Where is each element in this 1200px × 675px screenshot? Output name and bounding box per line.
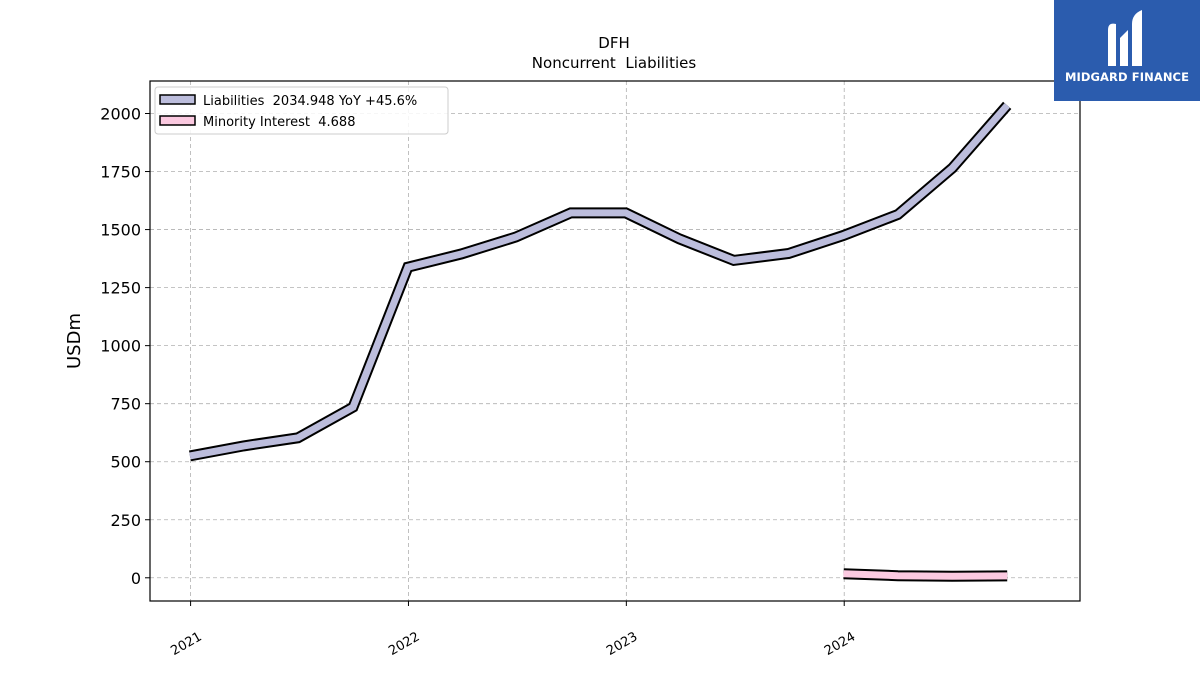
y-tick-label: 1500 (100, 221, 141, 240)
data-point-liabilities (515, 236, 517, 238)
logo-text: MIDGARD FINANCE (1064, 70, 1190, 84)
data-point-liabilities (352, 406, 354, 408)
data-point-liabilities (625, 212, 627, 214)
y-tick-label: 0 (131, 569, 141, 588)
data-point-liabilities (297, 437, 299, 439)
y-tick-label: 750 (110, 395, 141, 414)
brand-logo: MIDGARD FINANCE (1054, 0, 1200, 101)
data-point-liabilities (679, 238, 680, 240)
legend-label-liabilities: Liabilities 2034.948 YoY +45.6% (203, 94, 417, 109)
x-axis: 2021 2022 2023 2024 (168, 601, 858, 659)
data-point-liabilities (407, 266, 409, 268)
data-point-minority-interest (1006, 575, 1008, 577)
series-line-minority-interest (843, 570, 1008, 580)
data-point-liabilities (733, 259, 735, 261)
data-point-liabilities (897, 214, 899, 215)
series-line-liabilities (189, 103, 1010, 460)
x-tick-label: 2023 (604, 629, 640, 659)
y-tick-label: 1000 (100, 337, 141, 356)
legend-swatch-minority-interest (159, 115, 196, 126)
chart-subtitle: Noncurrent Liabilities (532, 54, 697, 72)
grid-lines (150, 81, 1080, 601)
legend: Liabilities 2034.948 YoY +45.6% Minority… (154, 86, 449, 135)
data-point-minority-interest (843, 573, 845, 575)
x-tick-label: 2021 (168, 629, 204, 659)
y-tick-label: 500 (110, 453, 141, 472)
series-layer (188, 101, 1012, 582)
y-tick-label: 250 (110, 511, 141, 530)
y-tick-label: 2000 (100, 105, 141, 124)
legend-swatch-liabilities (159, 94, 196, 105)
y-axis-label: USDm (64, 313, 85, 369)
data-point-liabilities (243, 445, 245, 447)
x-tick-label: 2022 (386, 629, 422, 659)
plot-frame (149, 80, 1081, 602)
y-tick-label: 1750 (100, 163, 141, 182)
x-tick-label: 2024 (822, 629, 858, 659)
data-point-liabilities (189, 455, 191, 457)
data-point-liabilities (788, 253, 790, 254)
data-point-liabilities (461, 253, 463, 255)
data-point-liabilities (951, 167, 953, 169)
data-point-liabilities (570, 212, 572, 214)
data-point-liabilities (843, 234, 845, 236)
data-point-minority-interest (951, 575, 953, 577)
y-axis: 0 250 500 750 1000 1250 1500 1750 2000 (100, 105, 150, 588)
chart-title: DFH (598, 34, 629, 52)
y-tick-label: 1250 (100, 279, 141, 298)
logo-mark-icon (1108, 10, 1142, 67)
legend-label-minority-interest: Minority Interest 4.688 (203, 115, 355, 130)
legend-box (154, 86, 449, 135)
data-point-liabilities (1006, 104, 1008, 106)
data-point-minority-interest (897, 575, 899, 577)
